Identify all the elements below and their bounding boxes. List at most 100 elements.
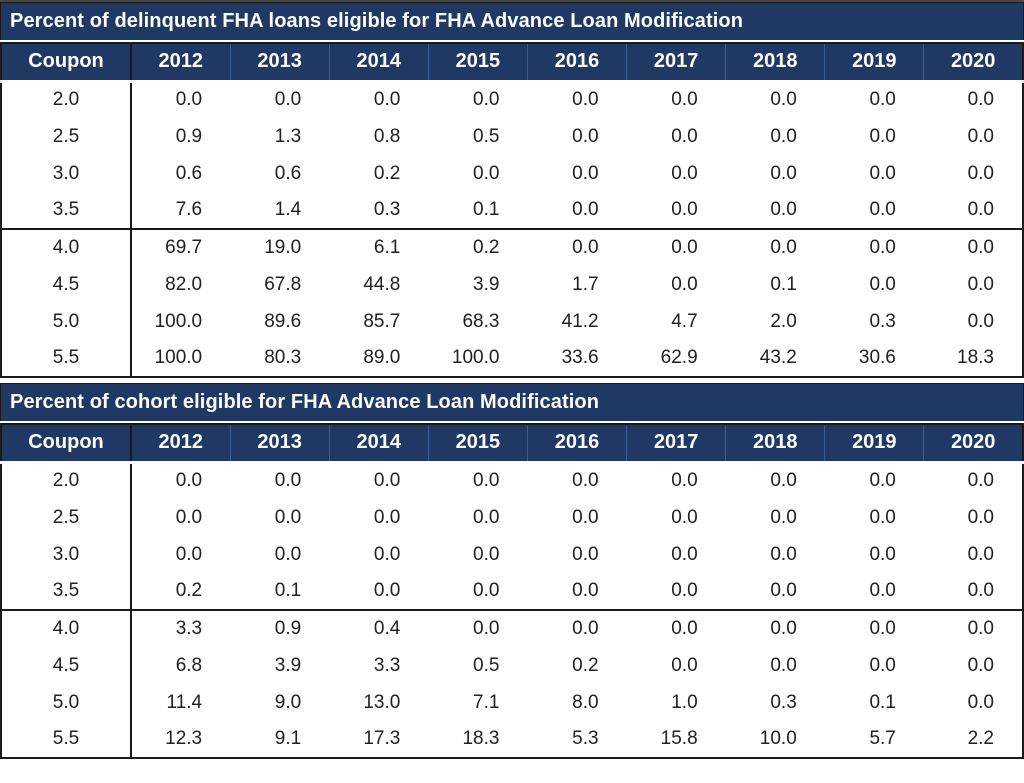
value-cell: 2.0 [770, 310, 797, 332]
value-cell: 12.3 [165, 728, 203, 749]
value-cell: 0.0 [373, 580, 401, 601]
value-cell: 0.0 [967, 273, 994, 295]
coupon-cell: 3.5 [1, 192, 132, 229]
value-cell: 0.0 [967, 162, 994, 184]
value-cell: 0.0 [175, 470, 203, 492]
value-cell: 0.0 [572, 580, 599, 601]
value-cell: 1.0 [671, 691, 698, 713]
table-row: 3.5 0.2 0.1 0.0 0.0 0.0 0.0 0.0 0.0 0.0 [1, 573, 1023, 610]
value-cell: 0.0 [770, 199, 797, 220]
year-column-header: 2016 [526, 43, 627, 83]
coupon-cell: 2.5 [1, 118, 132, 155]
coupon-column-header: Coupon [1, 424, 132, 464]
year-column-header: 2018 [725, 424, 825, 464]
value-cell: 0.0 [770, 470, 797, 492]
value-cell: 5.7 [869, 728, 896, 749]
value-cell: 0.0 [725, 609, 825, 647]
value-cell: 68.3 [462, 310, 500, 332]
value-cell: 0.0 [671, 162, 698, 184]
value-cell: 0.0 [869, 162, 896, 184]
value-cell: 30.6 [858, 347, 896, 368]
year-column-header: 2014 [328, 43, 429, 83]
value-cell: 10.0 [759, 728, 797, 749]
value-cell: 0.0 [967, 691, 994, 713]
value-cell: 0.0 [527, 228, 627, 266]
table-row: 3.5 7.6 1.4 0.3 0.1 0.0 0.0 0.0 0.0 0.0 [1, 192, 1023, 229]
table-row: 4.0 69.7 19.0 6.1 0.2 0.0 0.0 0.0 0.0 0.0 [1, 228, 1023, 266]
value-cell: 0.0 [671, 580, 698, 601]
value-cell: 0.0 [869, 506, 896, 528]
value-cell: 100.0 [451, 347, 500, 368]
year-column-header: 2014 [328, 424, 429, 464]
value-cell: 8.0 [572, 691, 599, 713]
year-column-header: 2019 [824, 43, 924, 83]
value-cell: 100.0 [154, 347, 203, 368]
value-cell: 0.0 [967, 543, 994, 565]
value-cell: 0.0 [274, 89, 302, 111]
value-cell: 0.0 [770, 543, 797, 565]
value-cell: 0.0 [274, 543, 302, 565]
value-cell: 0.0 [967, 580, 994, 601]
value-cell: 0.0 [770, 506, 797, 528]
value-cell: 0.0 [373, 89, 401, 111]
value-cell: 0.0 [967, 89, 994, 111]
data-table: Coupon 2012 2013 2014 2015 2016 2017 2018 2019 20… [0, 423, 1024, 759]
value-cell: 85.7 [363, 310, 401, 332]
table-row: 5.0 11.4 9.0 13.0 7.1 8.0 1.0 0.3 0.1 0.0 [1, 684, 1023, 721]
value-cell: 0.0 [869, 470, 896, 492]
coupon-cell: 5.0 [1, 303, 132, 340]
coupon-cell: 5.0 [1, 684, 132, 721]
value-cell: 67.8 [264, 273, 302, 295]
coupon-cell: 4.5 [1, 266, 132, 303]
table-row: 5.5 12.3 9.1 17.3 18.3 5.3 15.8 10.0 5.7 2.2 [1, 721, 1023, 758]
value-cell: 0.0 [923, 228, 1023, 266]
value-cell: 0.0 [725, 228, 825, 266]
table-row: 5.5 100.0 80.3 89.0 100.0 33.6 62.9 43.2 30.6 18.… [1, 340, 1023, 377]
value-cell: 0.6 [274, 162, 302, 184]
value-cell: 0.0 [824, 228, 924, 266]
value-cell: 0.3 [770, 691, 797, 713]
value-cell: 0.1 [473, 199, 500, 220]
value-cell: 0.0 [671, 543, 698, 565]
value-cell: 0.0 [967, 125, 994, 147]
value-cell: 2.2 [967, 728, 994, 749]
value-cell: 0.2 [175, 580, 203, 601]
year-column-header: 2019 [824, 424, 924, 464]
value-cell: 0.0 [373, 470, 401, 492]
value-cell: 0.9 [230, 609, 330, 647]
coupon-column-header: Coupon [1, 43, 132, 83]
table-row: 3.0 0.0 0.0 0.0 0.0 0.0 0.0 0.0 0.0 0.0 [1, 536, 1023, 573]
year-column-header: 2012 [131, 424, 231, 464]
value-cell: 4.7 [671, 310, 698, 332]
value-cell: 0.0 [274, 470, 302, 492]
table-row: 2.5 0.0 0.0 0.0 0.0 0.0 0.0 0.0 0.0 0.0 [1, 499, 1023, 536]
value-cell: 1.7 [572, 273, 599, 295]
value-cell: 18.3 [462, 728, 500, 749]
value-cell: 0.0 [824, 609, 924, 647]
value-cell: 0.1 [770, 273, 797, 295]
coupon-cell: 3.5 [1, 573, 132, 610]
table-row: 2.5 0.9 1.3 0.8 0.5 0.0 0.0 0.0 0.0 0.0 [1, 118, 1023, 155]
value-cell: 0.8 [373, 125, 401, 147]
coupon-cell: 2.5 [1, 499, 132, 536]
value-cell: 0.0 [967, 506, 994, 528]
value-cell: 6.8 [175, 654, 203, 676]
value-cell: 0.3 [373, 199, 401, 220]
value-cell: 0.0 [770, 654, 797, 676]
value-cell: 3.9 [274, 654, 302, 676]
value-cell: 0.0 [869, 543, 896, 565]
value-cell: 0.2 [373, 162, 401, 184]
value-cell: 0.0 [770, 89, 797, 111]
value-cell: 80.3 [264, 347, 302, 368]
value-cell: 0.0 [626, 609, 726, 647]
coupon-cell: 5.5 [1, 721, 132, 758]
value-cell: 0.0 [473, 470, 500, 492]
value-cell: 0.0 [572, 89, 599, 111]
value-cell: 0.0 [869, 89, 896, 111]
value-cell: 0.0 [671, 506, 698, 528]
header-row: Coupon 2012 2013 2014 2015 2016 2017 2018 2019 20… [1, 43, 1023, 83]
value-cell: 69.7 [131, 228, 231, 266]
table-header: Coupon 2012 2013 2014 2015 2016 2017 2018 2019 20… [1, 424, 1023, 464]
value-cell: 0.0 [175, 89, 203, 111]
